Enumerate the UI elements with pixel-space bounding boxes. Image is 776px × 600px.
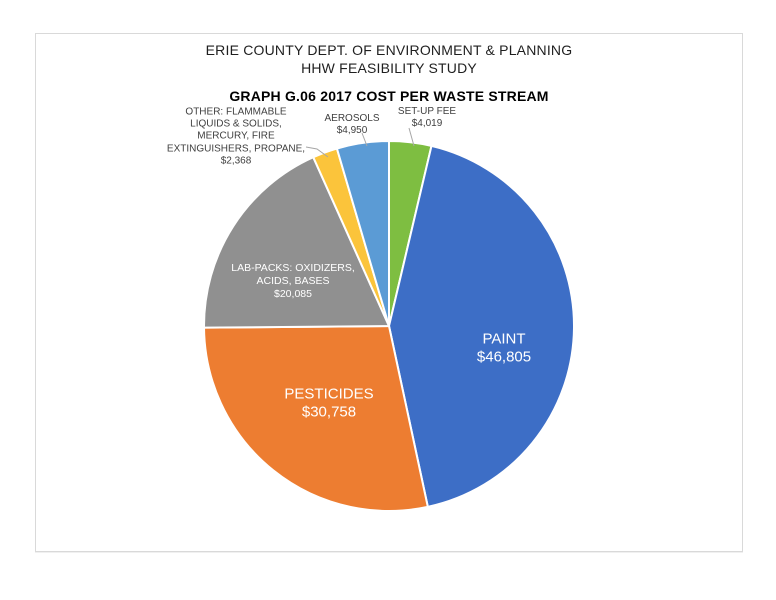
pie-slice-lab-packs[interactable] bbox=[203, 156, 390, 329]
graph-title: GRAPH G.06 2017 COST PER WASTE STREAM bbox=[229, 88, 549, 104]
leader-line-other bbox=[305, 146, 329, 158]
pie-slice-aerosols[interactable] bbox=[335, 140, 390, 327]
pie-slice-paint[interactable] bbox=[388, 144, 575, 508]
header-line-2: HHW FEASIBILITY STUDY bbox=[301, 60, 477, 76]
chart-header: ERIE COUNTY DEPT. OF ENVIRONMENT & PLANN… bbox=[35, 33, 743, 105]
header-line-1: ERIE COUNTY DEPT. OF ENVIRONMENT & PLANN… bbox=[205, 42, 573, 58]
leader-line-set-up-fee bbox=[408, 127, 415, 147]
pie-slice-pesticides[interactable] bbox=[203, 325, 429, 512]
leader-line-aerosols bbox=[361, 132, 368, 147]
